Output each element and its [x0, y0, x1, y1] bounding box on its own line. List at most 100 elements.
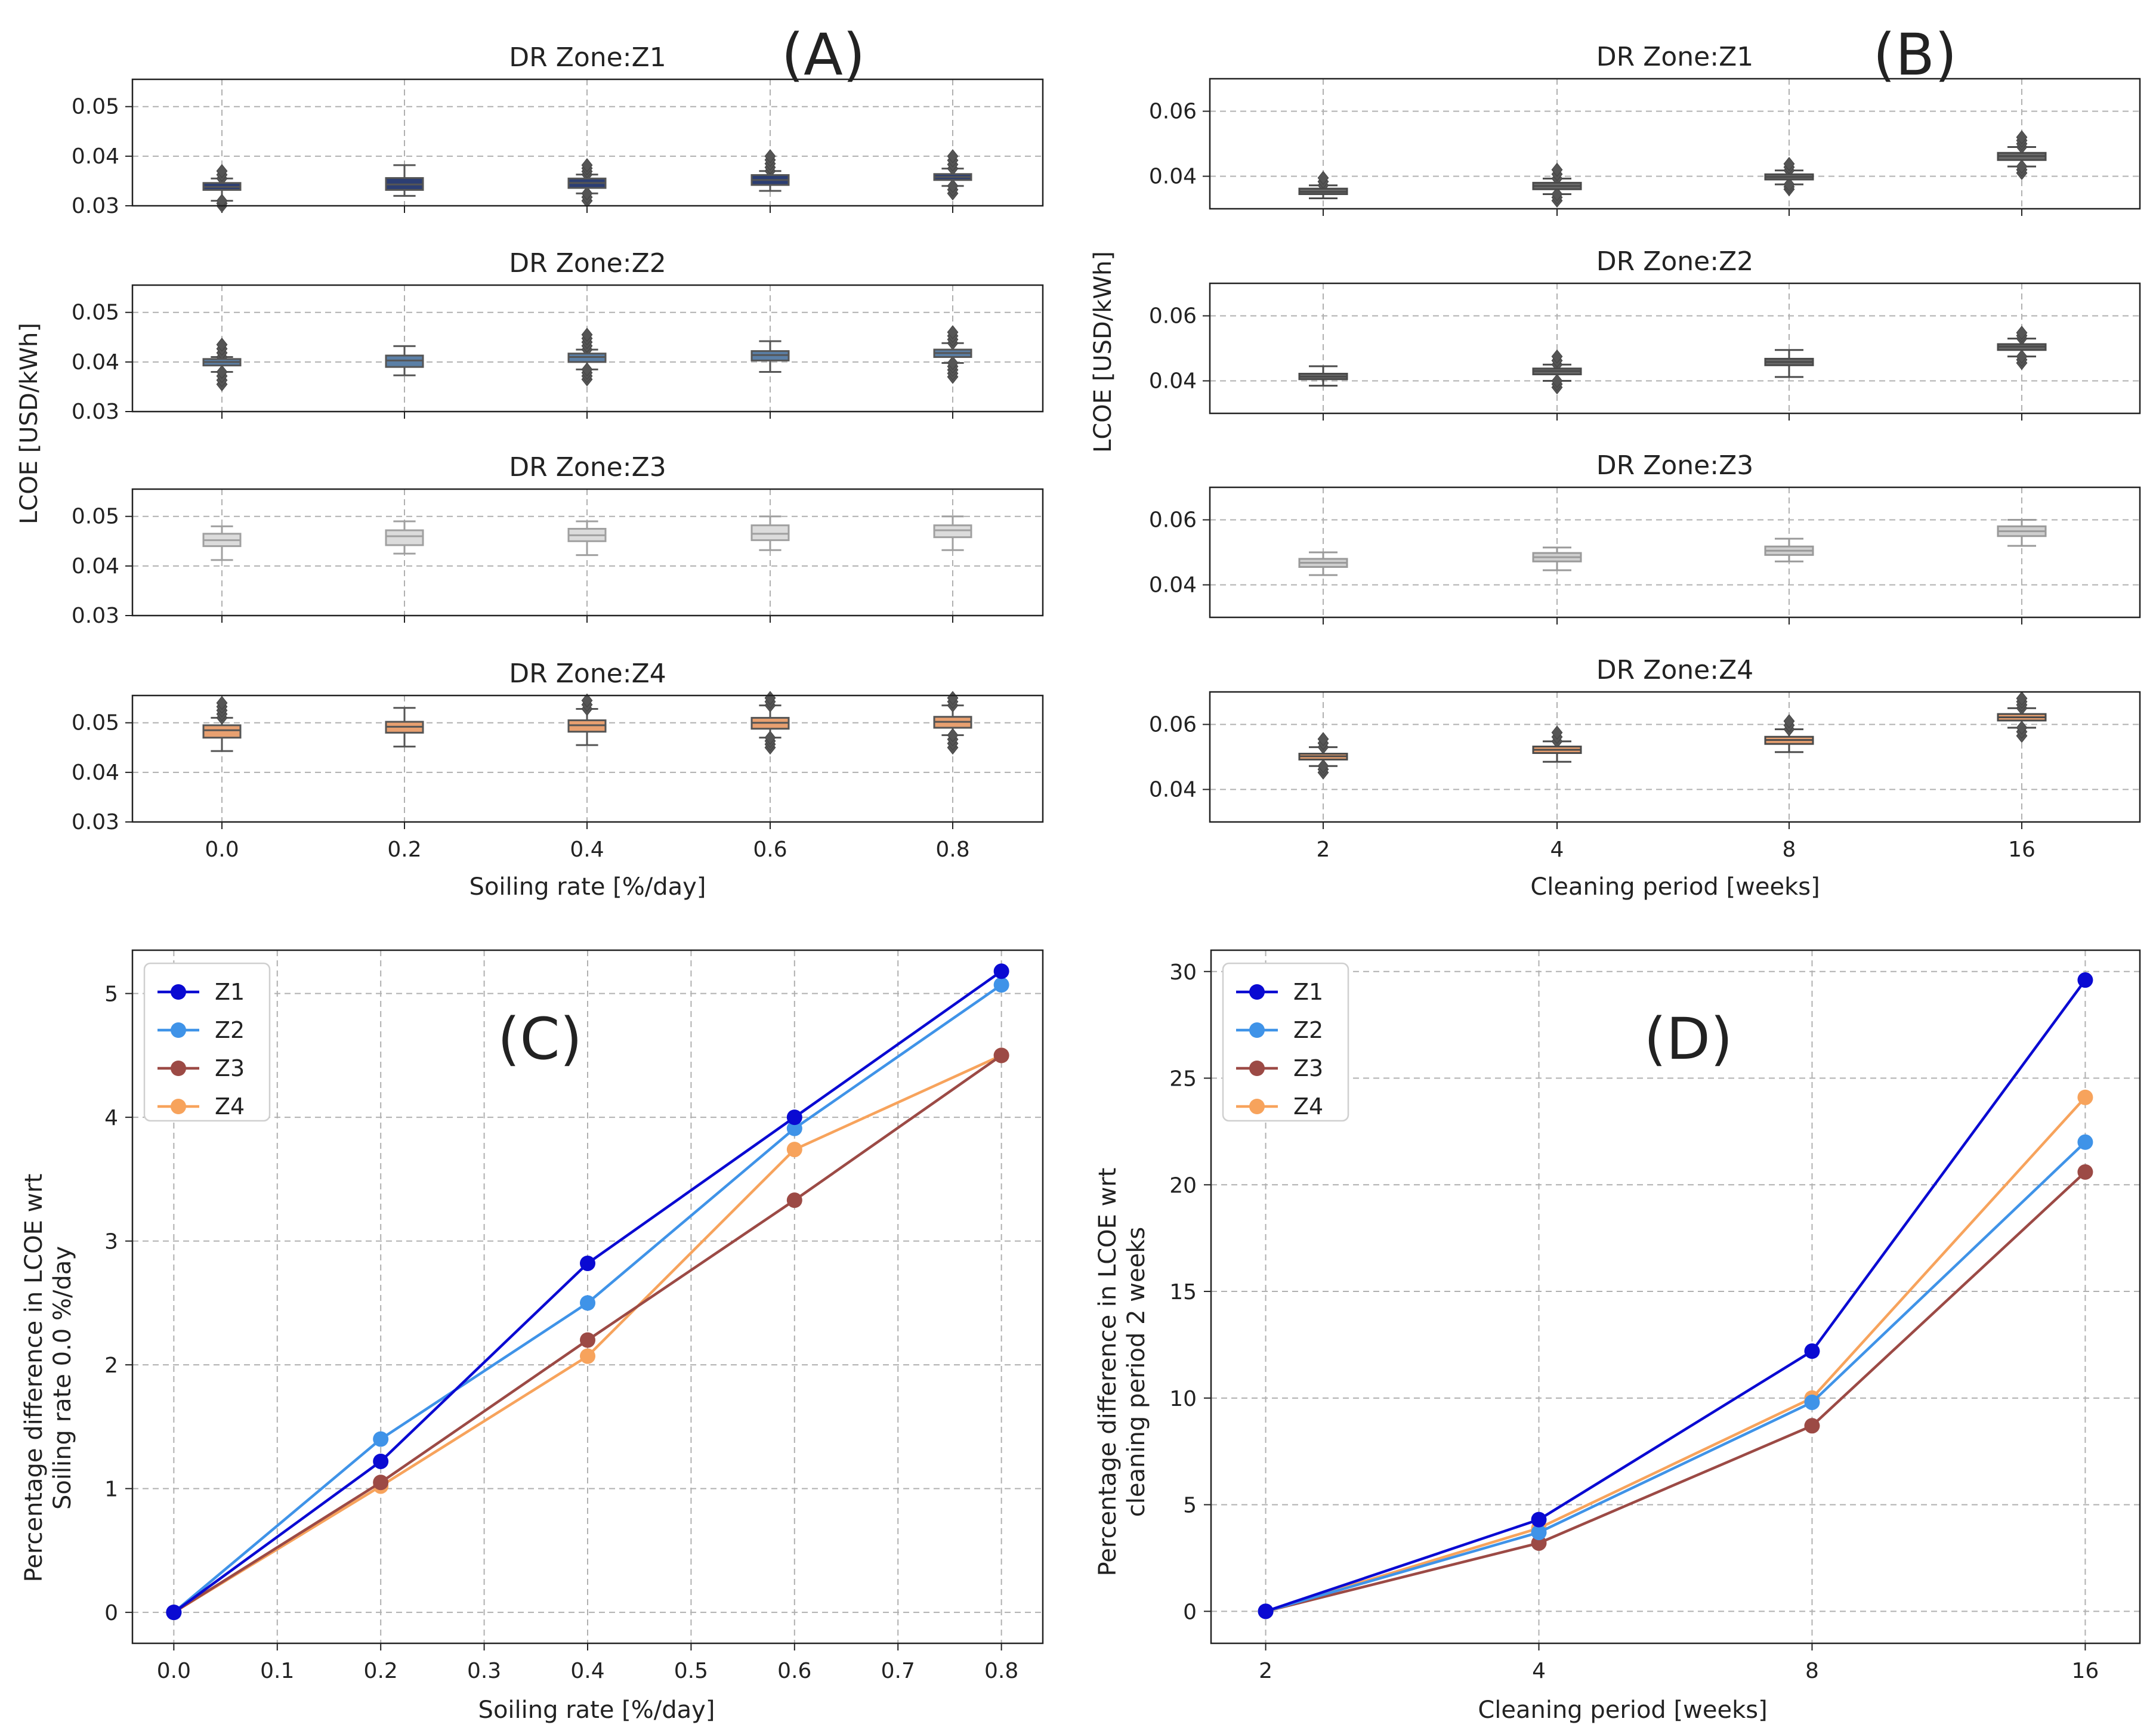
legend-label-z4: Z4 — [215, 1093, 245, 1120]
legend-marker-z1 — [1249, 984, 1265, 1000]
panel-a-xlabel: Soiling rate [%/day] — [469, 873, 706, 901]
x-tick-label: 0.0 — [205, 837, 239, 862]
data-point-z3 — [373, 1475, 389, 1491]
data-point-z4 — [786, 1142, 802, 1158]
flier-marker — [947, 178, 959, 193]
subplot-b-4: DR Zone:Z4 0.04 0.06 — [1149, 655, 2141, 829]
legend-marker-z3 — [1249, 1061, 1265, 1076]
data-point-z4 — [2077, 1089, 2093, 1105]
legend: Z1 Z2 Z3 Z4 — [143, 962, 271, 1122]
axes-frame — [131, 488, 1044, 617]
y-tick-label: 0.03 — [72, 810, 119, 834]
panel-a-ylabel: LCOE [USD/kWh] — [16, 323, 43, 524]
panel-c-letter: (C) — [498, 1006, 582, 1072]
data-point-z3 — [1804, 1418, 1820, 1434]
flier-marker — [947, 356, 959, 370]
y-tick-label: 0.04 — [1149, 778, 1197, 802]
x-tick-label: 0.2 — [387, 837, 421, 862]
x-tick-label: 16 — [2008, 837, 2035, 862]
subplot-b-1: DR Zone:Z1 0.04 0.06 — [1149, 42, 2141, 216]
x-tick-label: 0.8 — [935, 837, 969, 862]
y-tick-label: 15 — [1169, 1280, 1197, 1305]
flier-marker — [2016, 721, 2028, 735]
y-tick-label: 0.03 — [72, 400, 119, 424]
legend-marker-z4 — [171, 1099, 186, 1114]
y-tick-label: 0.05 — [72, 95, 119, 119]
axes-frame — [131, 949, 1044, 1645]
flier-marker — [216, 193, 228, 208]
box-0.0 — [202, 337, 242, 392]
subplot-title: DR Zone:Z2 — [1596, 246, 1753, 277]
panel-d: 2 4 8 16 0 5 10 15 20 25 30 Z1 Z2 Z3 Z4 — [1169, 949, 2141, 1683]
legend-label-z1: Z1 — [215, 979, 245, 1005]
data-point-z1 — [580, 1255, 595, 1271]
y-tick-label: 0.04 — [72, 554, 119, 579]
y-tick-label: 0.05 — [72, 505, 119, 529]
data-point-z1 — [2077, 972, 2093, 988]
y-tick-label: 0.03 — [72, 194, 119, 218]
y-tick-label: 2 — [104, 1353, 118, 1378]
box-8 — [1764, 714, 1814, 753]
x-tick-label: 0.6 — [777, 1659, 811, 1683]
panel-b-letter: (B) — [1873, 21, 1957, 88]
flier-marker — [1783, 156, 1795, 171]
series-line-z2 — [1265, 1141, 2086, 1613]
y-tick-label: 25 — [1169, 1067, 1197, 1092]
legend-box — [1222, 962, 1349, 1122]
data-point-z3 — [786, 1192, 802, 1208]
x-tick-label: 0.2 — [364, 1659, 398, 1683]
subplot-title: DR Zone:Z2 — [509, 248, 666, 279]
subplot-title: DR Zone:Z1 — [1596, 42, 1753, 72]
y-tick-label: 0 — [104, 1601, 118, 1625]
flier-marker — [216, 164, 228, 178]
panel-d-ylabel-line2: cleaning period 2 weeks — [1123, 1227, 1150, 1517]
data-point-z3 — [993, 1047, 1009, 1064]
box-0.0 — [202, 525, 242, 561]
x-tick-label: 0.1 — [260, 1659, 294, 1683]
box-2 — [1298, 365, 1348, 387]
data-point-z1 — [1531, 1511, 1547, 1528]
flier-marker — [2016, 130, 2028, 144]
data-point-z2 — [1804, 1394, 1820, 1410]
y-tick-label: 4 — [104, 1106, 118, 1130]
x-tick-label: 16 — [2072, 1659, 2099, 1683]
x-tick-label: 8 — [1783, 837, 1796, 862]
series-line-z4 — [1265, 1096, 2087, 1613]
box-0.4 — [567, 158, 607, 208]
box-0.4 — [567, 693, 607, 746]
flier-marker — [581, 693, 593, 708]
subplot-a-1: DR Zone:Z1 0.03 0.04 0.05 — [72, 42, 1044, 218]
subplot-b-2: DR Zone:Z2 0.04 0.06 — [1149, 246, 2141, 421]
flier-marker — [581, 327, 593, 342]
flier-marker — [947, 149, 959, 163]
x-tick-label: 0.6 — [753, 837, 787, 862]
y-tick-label: 0.06 — [1149, 508, 1197, 533]
y-tick-label: 0.05 — [72, 301, 119, 325]
box-0.6 — [750, 691, 790, 755]
axes-frame — [131, 78, 1044, 207]
legend-label-z2: Z2 — [215, 1017, 245, 1043]
box-0.2 — [385, 345, 424, 376]
subplot-title: DR Zone:Z1 — [509, 42, 666, 73]
legend-label-z3: Z3 — [215, 1055, 245, 1081]
axes-frame — [1210, 949, 2141, 1645]
y-tick-label: 1 — [104, 1477, 118, 1502]
flier-marker — [1551, 373, 1563, 388]
panel-c-xlabel: Soiling rate [%/day] — [478, 1696, 715, 1724]
box-4 — [1532, 349, 1582, 395]
series-line-z1 — [1265, 979, 2087, 1613]
y-tick-label: 0.06 — [1149, 713, 1197, 737]
legend-label-z1: Z1 — [1293, 979, 1323, 1005]
y-tick-label: 0.05 — [72, 711, 119, 735]
x-tick-label: 8 — [1805, 1659, 1819, 1683]
y-tick-label: 0.06 — [1149, 304, 1197, 329]
subplot-title: DR Zone:Z3 — [509, 452, 666, 483]
data-point-z2 — [373, 1431, 389, 1447]
y-tick-label: 10 — [1169, 1387, 1197, 1411]
y-tick-label: 0.04 — [1149, 165, 1197, 189]
flier-marker — [2016, 159, 2028, 174]
series-line-z3 — [1265, 1171, 2086, 1613]
box-2 — [1298, 551, 1348, 576]
flier-marker — [581, 362, 593, 377]
